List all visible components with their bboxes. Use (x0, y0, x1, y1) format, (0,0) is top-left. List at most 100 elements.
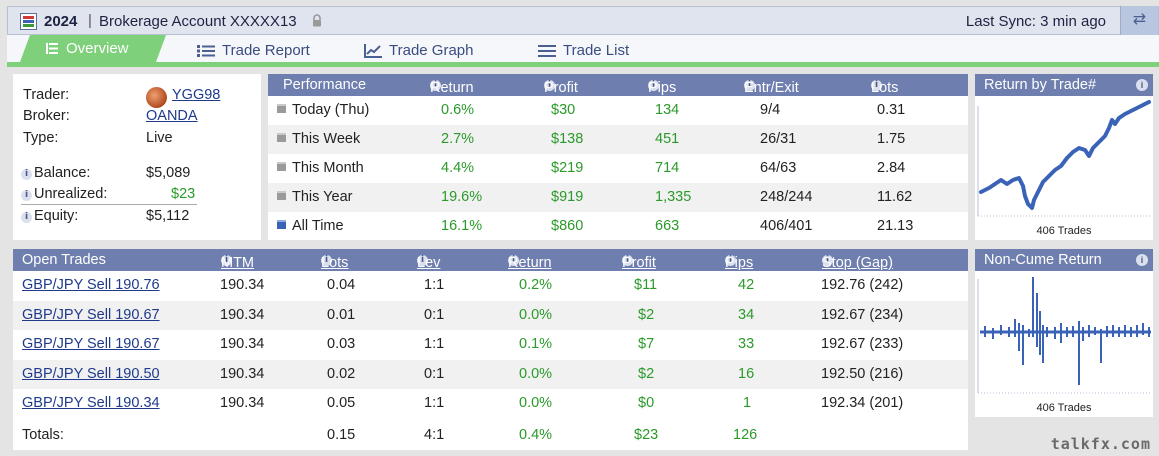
title-separator: | (88, 12, 92, 29)
tab-trade-list[interactable]: Trade List (538, 42, 629, 59)
performance-row[interactable]: This Month 4.4% $219 714 64/63 2.84 (268, 154, 968, 183)
info-icon[interactable]: i (21, 212, 32, 223)
non-cume-return-footer: 406 Trades (1036, 402, 1092, 414)
lev-cell: 1:1 (424, 395, 445, 411)
return-cell: 0.0% (519, 306, 553, 323)
trade-link[interactable]: GBP/JPY Sell 190.76 (22, 277, 160, 293)
open-trades-panel: Open Trades i MTM i Lots i Lev i Return i Pro… (13, 249, 968, 450)
return-cell: 0.1% (519, 336, 553, 352)
period-cell: All Time (277, 218, 344, 234)
lots-cell: 21.13 (877, 218, 914, 234)
tab-trade-report-label: Trade Report (222, 42, 310, 59)
period-cell: This Week (277, 131, 360, 147)
lots-cell: 0.03 (327, 336, 356, 352)
non-cume-return-chart (977, 277, 1151, 394)
performance-header: Performance i Return i Profit i Pips i Entr/… (268, 74, 968, 96)
performance-row[interactable]: This Week 2.7% $138 451 26/31 1.75 (268, 125, 968, 154)
return-cell: 0.0% (519, 395, 553, 411)
return-by-trade-chart (977, 100, 1151, 217)
mtm-cell: 190.34 (220, 306, 265, 323)
pips-cell: 663 (655, 218, 680, 234)
profit-cell: $138 (551, 131, 584, 147)
pips-cell: 1 (743, 395, 752, 411)
broker-link[interactable]: OANDA (146, 108, 198, 124)
info-icon: i (822, 255, 833, 266)
performance-row[interactable]: This Year 19.6% $919 1,335 248/244 11.62 (268, 183, 968, 212)
return-cell: 16.1% (441, 218, 483, 234)
trader-link[interactable]: YGG98 (172, 87, 221, 103)
totals-label: Totals: (22, 427, 64, 443)
entr-exit-cell: 248/244 (760, 189, 813, 205)
trade-link[interactable]: GBP/JPY Sell 190.67 (22, 306, 160, 323)
lev-cell: 0:1 (424, 306, 445, 323)
watermark: talkfx.com (1050, 435, 1151, 453)
lots-cell: 0.31 (877, 102, 906, 118)
return-cell: 0.0% (519, 365, 553, 382)
info-icon[interactable]: i (1136, 79, 1148, 91)
performance-row[interactable]: Today (Thu) 0.6% $30 134 9/4 0.31 (268, 96, 968, 125)
tab-overview[interactable]: Overview (20, 35, 166, 62)
type-value: Live (146, 130, 173, 146)
trade-link[interactable]: GBP/JPY Sell 190.34 (22, 395, 160, 411)
pips-cell: 714 (655, 160, 680, 176)
table-row: GBP/JPY Sell 190.67 190.34 0.03 1:1 0.1% $7 33… (13, 330, 968, 359)
app-logo-icon (20, 13, 37, 30)
tab-trade-report[interactable]: Trade Report (197, 42, 310, 59)
entr-exit-cell: 64/63 (760, 160, 797, 176)
info-icon: i (508, 255, 519, 266)
unrealized-row: i Unrealized: (21, 186, 107, 202)
tab-trade-list-label: Trade List (563, 42, 630, 59)
period-icon (277, 133, 286, 142)
profit-cell: $0 (638, 395, 655, 411)
tab-trade-graph[interactable]: Trade Graph (364, 42, 474, 59)
entr-exit-cell: 26/31 (760, 131, 797, 147)
info-icon: i (744, 80, 755, 91)
pips-cell: 34 (738, 306, 755, 323)
account-title: Brokerage Account XXXXX13 (99, 13, 297, 30)
equity-row: i Equity: (21, 208, 78, 224)
pips-cell: 33 (738, 336, 755, 352)
return-cell: 0.2% (519, 277, 553, 293)
info-icon[interactable]: i (21, 169, 32, 180)
sync-arrows-icon: ⇄ (1132, 11, 1147, 28)
info-icon[interactable]: i (1136, 254, 1148, 266)
period-icon (277, 191, 286, 200)
table-row: GBP/JPY Sell 190.76 190.34 0.04 1:1 0.2% $11 4… (13, 271, 968, 300)
list-icon (46, 42, 59, 55)
lev-cell: 1:1 (424, 336, 445, 352)
totals-return: 0.4% (519, 427, 553, 443)
info-icon: i (221, 255, 232, 266)
mtm-cell: 190.34 (220, 365, 265, 382)
return-cell: 19.6% (441, 189, 483, 205)
stop-gap-cell: 192.34 (201) (821, 395, 904, 411)
lev-cell: 0:1 (424, 365, 445, 382)
info-icon[interactable]: i (21, 190, 32, 201)
balance-row: i Balance: (21, 165, 90, 181)
entr-exit-cell: 9/4 (760, 102, 781, 118)
totals-row: Totals: 0.15 4:1 0.4% $23 126 (13, 421, 968, 450)
line-chart-icon (364, 43, 382, 58)
performance-row[interactable]: All Time 16.1% $860 663 406/401 21.13 (268, 212, 968, 241)
tab-bar: Overview Trade Report Trade Graph Trade … (7, 35, 1159, 67)
lots-cell: 0.04 (327, 277, 356, 293)
profit-cell: $11 (634, 277, 658, 293)
trade-link[interactable]: GBP/JPY Sell 190.50 (22, 365, 160, 382)
trade-link[interactable]: GBP/JPY Sell 190.67 (22, 336, 160, 352)
year-label: 2024 (44, 13, 78, 30)
period-cell: This Year (277, 189, 352, 205)
tab-overview-label: Overview (66, 40, 129, 57)
totals-lev: 4:1 (424, 427, 445, 443)
return-cell: 0.6% (441, 102, 475, 118)
return-by-trade-title: Return by Trade# (984, 77, 1097, 93)
totals-pips: 126 (733, 427, 758, 443)
col-open-trades: Open Trades (22, 252, 106, 268)
last-sync-status: Last Sync: 3 min ago (965, 13, 1106, 30)
mtm-cell: 190.34 (220, 277, 265, 293)
info-icon: i (417, 255, 428, 266)
unrealized-value: $23 (171, 186, 196, 202)
lock-icon (313, 14, 321, 27)
table-row: GBP/JPY Sell 190.67 190.34 0.01 0:1 0.0% $2 34… (13, 300, 968, 330)
return-by-trade-panel: Return by Trade# i 406 Trades (975, 74, 1153, 240)
table-row: GBP/JPY Sell 190.34 190.34 0.05 1:1 0.0% $0 1 1… (13, 389, 968, 418)
sync-button[interactable]: ⇄ (1120, 6, 1158, 36)
